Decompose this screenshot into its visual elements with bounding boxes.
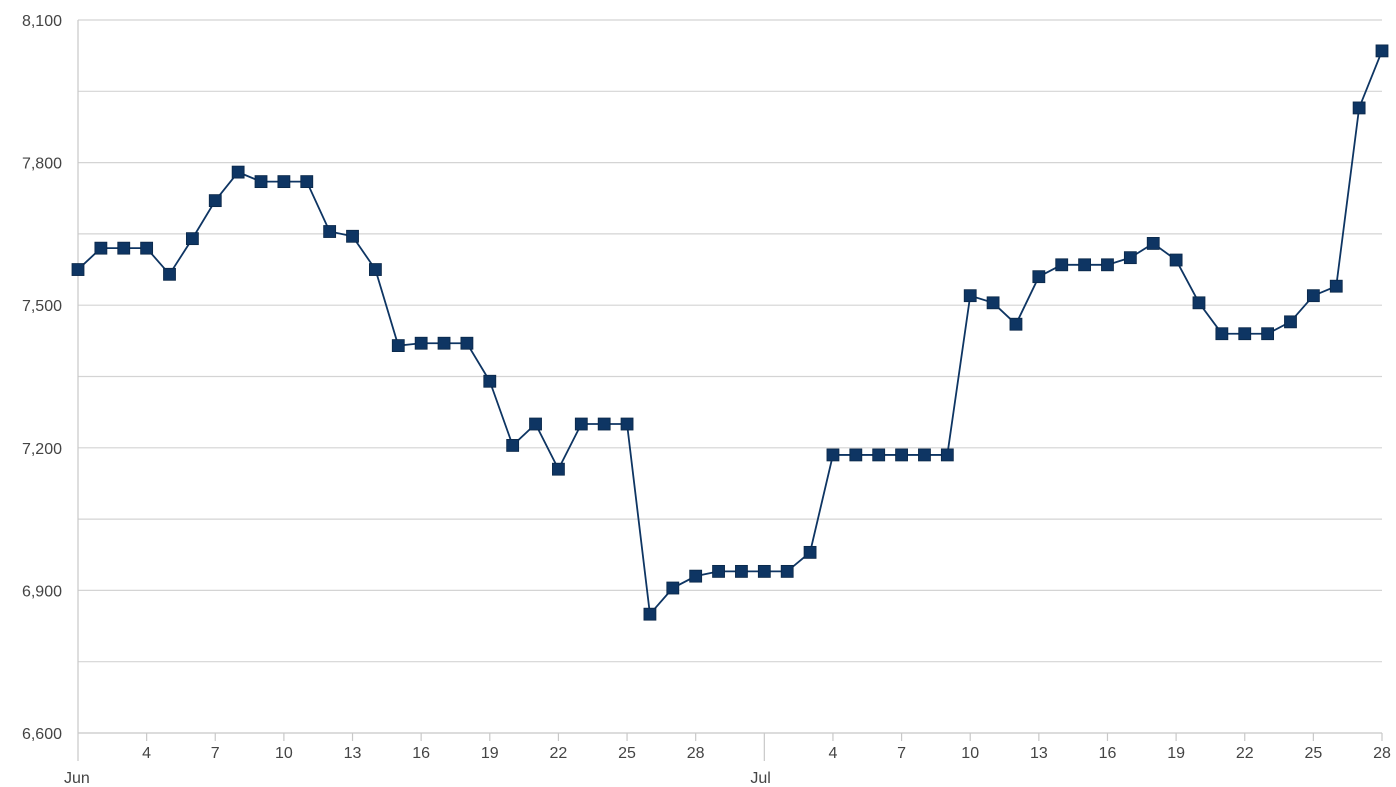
data-point-marker <box>323 225 337 238</box>
data-point-marker <box>1169 253 1183 267</box>
data-point-marker <box>1238 327 1252 341</box>
data-point-marker <box>437 336 451 350</box>
x-tick-label: 7 <box>211 745 220 762</box>
data-point-marker <box>643 607 657 621</box>
data-point-marker <box>940 448 954 462</box>
y-tick-label: 7,500 <box>22 298 62 315</box>
data-point-marker <box>1055 258 1069 272</box>
x-tick-label: 19 <box>1167 745 1185 762</box>
data-point-marker <box>1215 327 1229 341</box>
data-point-marker <box>231 165 245 179</box>
data-point-marker <box>117 241 131 255</box>
x-tick-label: 16 <box>412 745 430 762</box>
data-point-marker <box>1146 237 1160 250</box>
x-tick-label: 4 <box>142 745 151 762</box>
tick-labels: 6,600 6,900 7,200 7,500 7,800 8,100 Jun 4 7 10 13 1… <box>22 13 1391 787</box>
data-point-marker <box>368 263 382 276</box>
data-point-marker <box>208 194 222 208</box>
data-point-marker <box>1101 258 1114 272</box>
data-point-marker <box>895 448 908 462</box>
gridlines <box>78 19 1382 663</box>
data-point-marker <box>94 241 108 255</box>
y-tick-label: 7,200 <box>22 441 62 458</box>
data-point-marker <box>254 175 268 189</box>
data-point-marker <box>1261 327 1275 341</box>
x-tick-label: 13 <box>1030 745 1048 762</box>
x-tick-label: 13 <box>344 745 362 762</box>
data-point-marker <box>140 241 154 255</box>
data-point-marker <box>391 339 405 353</box>
data-point-marker <box>460 336 474 350</box>
axes <box>77 20 1383 761</box>
data-point-marker <box>826 448 840 462</box>
data-point-marker <box>1284 315 1297 329</box>
x-tick-label: 10 <box>961 745 979 762</box>
data-point-marker <box>1123 251 1137 265</box>
x-month-label: Jul <box>750 770 770 787</box>
data-point-marker <box>780 564 794 578</box>
x-month-label: Jun <box>64 770 90 787</box>
x-tick-label: 22 <box>1236 745 1254 762</box>
data-point-marker <box>1375 44 1389 58</box>
data-point-marker <box>552 462 565 476</box>
x-tick-label: 7 <box>897 745 906 762</box>
data-point-marker <box>735 564 748 578</box>
data-point-marker <box>849 448 863 462</box>
x-tick-label: 4 <box>828 745 837 762</box>
data-point-marker <box>185 232 199 246</box>
data-point-marker <box>71 263 85 276</box>
x-tick-label: 10 <box>275 745 293 762</box>
x-tick-label: 28 <box>1373 745 1391 762</box>
data-point-marker <box>300 175 314 189</box>
data-point-marker <box>872 448 886 462</box>
data-point-marker <box>1078 258 1091 272</box>
x-tick-label: 25 <box>618 745 636 762</box>
data-point-marker <box>1329 279 1343 293</box>
data-point-marker <box>986 296 1000 310</box>
x-tick-label: 28 <box>687 745 705 762</box>
data-point-marker <box>689 569 703 583</box>
y-tick-label: 8,100 <box>22 13 62 30</box>
data-point-marker <box>1352 101 1366 115</box>
data-point-marker <box>506 439 520 452</box>
data-point-marker <box>414 336 428 350</box>
data-point-marker <box>163 267 176 281</box>
y-tick-label: 6,900 <box>22 583 62 600</box>
x-tick-label: 22 <box>550 745 568 762</box>
data-point-marker <box>757 564 771 578</box>
data-point-marker <box>483 374 497 388</box>
data-point-marker <box>918 448 931 462</box>
data-point-marker <box>803 545 817 559</box>
data-point-marker <box>574 417 588 431</box>
series-line <box>77 50 1383 617</box>
data-series <box>71 44 1389 621</box>
data-point-marker <box>712 564 725 578</box>
data-point-marker <box>597 417 611 431</box>
x-tick-label: 25 <box>1304 745 1322 762</box>
data-point-marker <box>620 417 634 431</box>
data-point-marker <box>346 229 359 243</box>
data-point-marker <box>666 581 680 595</box>
data-point-marker <box>963 289 977 303</box>
data-point-marker <box>1009 317 1023 331</box>
x-tick-label: 19 <box>481 745 499 762</box>
data-point-marker <box>1192 296 1206 310</box>
data-point-marker <box>277 175 291 189</box>
y-tick-label: 7,800 <box>22 156 62 173</box>
data-point-marker <box>529 417 542 431</box>
data-point-marker <box>1032 270 1046 284</box>
y-tick-label: 6,600 <box>22 726 62 743</box>
data-point-marker <box>1306 289 1320 303</box>
x-tick-label: 16 <box>1099 745 1117 762</box>
